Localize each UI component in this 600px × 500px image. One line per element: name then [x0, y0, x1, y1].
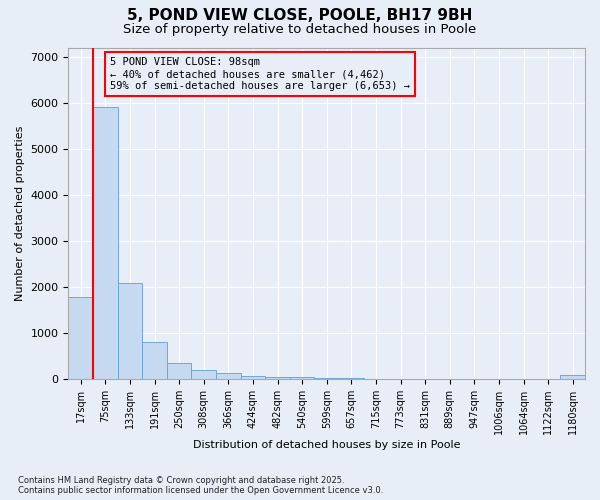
Bar [191, 370, 216, 379]
Text: Size of property relative to detached houses in Poole: Size of property relative to detached ho… [124, 22, 476, 36]
Bar [118, 284, 142, 379]
Bar [68, 297, 93, 379]
Bar [560, 375, 585, 379]
Bar [364, 378, 388, 379]
Bar [265, 376, 290, 379]
Bar [290, 378, 314, 379]
Bar [216, 373, 241, 379]
Bar [167, 362, 191, 379]
Bar [241, 376, 265, 379]
Bar [93, 108, 118, 379]
Text: 5 POND VIEW CLOSE: 98sqm
← 40% of detached houses are smaller (4,462)
59% of sem: 5 POND VIEW CLOSE: 98sqm ← 40% of detach… [110, 58, 410, 90]
Bar [314, 378, 339, 379]
Text: 5, POND VIEW CLOSE, POOLE, BH17 9BH: 5, POND VIEW CLOSE, POOLE, BH17 9BH [127, 8, 473, 22]
Bar [339, 378, 364, 379]
Y-axis label: Number of detached properties: Number of detached properties [15, 126, 25, 301]
X-axis label: Distribution of detached houses by size in Poole: Distribution of detached houses by size … [193, 440, 460, 450]
Text: Contains HM Land Registry data © Crown copyright and database right 2025.
Contai: Contains HM Land Registry data © Crown c… [18, 476, 383, 495]
Bar [142, 342, 167, 379]
